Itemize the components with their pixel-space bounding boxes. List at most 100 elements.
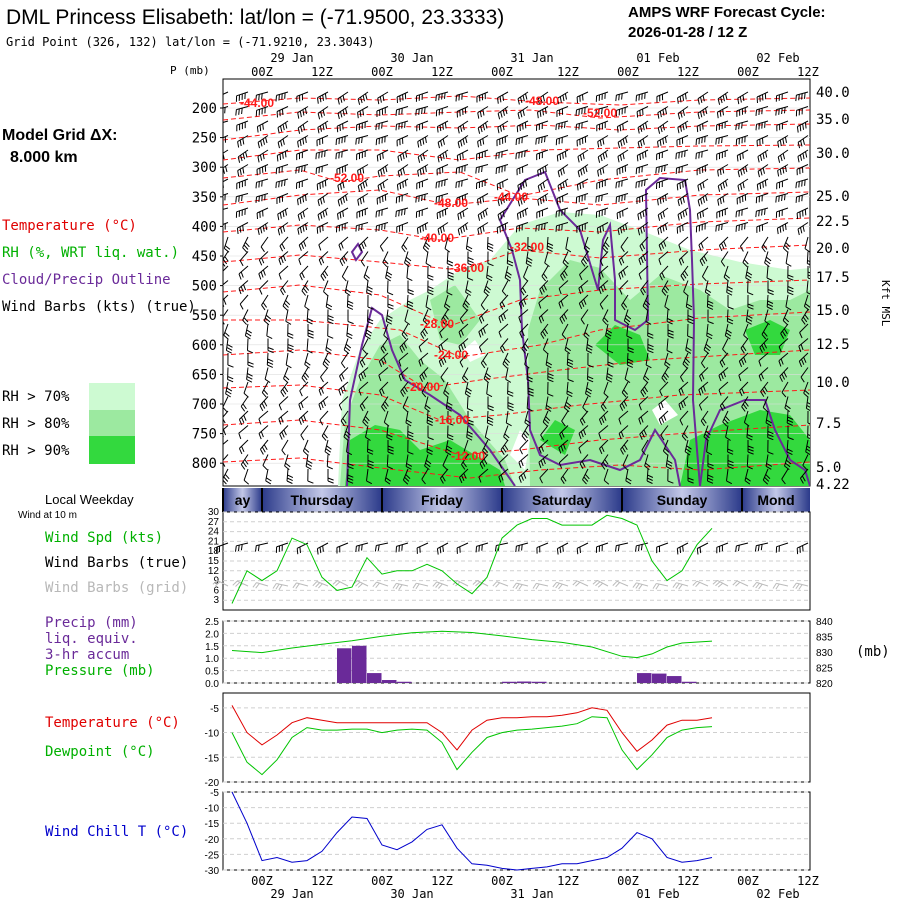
- wind-barb: [426, 410, 434, 426]
- wind-barb: [387, 440, 394, 455]
- wind-barb: [767, 425, 774, 441]
- wind-barb: [607, 352, 614, 368]
- wind-barb: [596, 222, 609, 235]
- weekday-name: Thursday: [290, 492, 353, 508]
- wind-barb: [538, 294, 549, 309]
- wind-barb-true: [716, 542, 729, 554]
- wind-barb: [320, 367, 329, 383]
- wind-barb: [806, 280, 810, 295]
- wind-barb-grid: [492, 581, 509, 588]
- precip-tick-label: 0.0: [205, 679, 219, 690]
- wind-barb: [256, 207, 269, 220]
- wind-barb-true: [275, 542, 289, 553]
- temperature-contour-label: -48.00: [525, 94, 559, 108]
- wind-barb: [264, 367, 271, 384]
- wind-barb: [620, 236, 629, 253]
- wind-barb: [297, 135, 309, 148]
- wind-barb: [296, 149, 309, 161]
- wind-barb: [542, 338, 549, 355]
- wind-barb: [237, 164, 249, 177]
- wind-barb: [337, 91, 349, 105]
- precip-bar: [397, 681, 412, 683]
- pressure-line: [231, 630, 713, 659]
- wind-barb: [707, 454, 714, 470]
- wind-barb: [416, 120, 429, 132]
- wind-barb: [223, 164, 229, 174]
- wind-barb: [516, 222, 529, 233]
- wind-barb: [578, 439, 589, 454]
- wind-barb: [765, 454, 773, 470]
- wind-barb: [236, 120, 249, 132]
- wind-barb: [546, 236, 554, 252]
- weekday-name: Friday: [421, 492, 463, 508]
- wind-barb: [357, 106, 369, 119]
- wind-barb: [535, 135, 549, 145]
- wind-barb: [517, 193, 529, 207]
- wind-barb: [737, 91, 749, 105]
- wind-barb: [496, 222, 509, 234]
- rh90-region: [345, 320, 810, 486]
- wind-barb: [500, 439, 509, 455]
- wind-barb: [676, 178, 689, 191]
- wind-barb: [722, 410, 730, 427]
- wind-barb: [395, 120, 409, 131]
- wind-barb: [605, 323, 613, 340]
- wind-barb: [801, 309, 809, 325]
- wind-barb: [418, 352, 429, 367]
- wind-barb: [365, 425, 371, 441]
- wind-barb: [638, 251, 649, 266]
- wind-barb: [415, 91, 429, 102]
- wind-barb: [735, 207, 749, 218]
- wind-barb: [296, 178, 309, 189]
- wind-barb: [302, 439, 310, 456]
- wind-barb: [698, 381, 709, 396]
- temperature-tick-label: -5: [210, 704, 219, 715]
- wind-barb: [480, 352, 489, 369]
- bottom-tick-label: 00Z: [617, 874, 639, 888]
- wind-barb: [717, 164, 729, 177]
- wind-barb: [677, 193, 689, 207]
- temperature-contour: [223, 95, 810, 106]
- wind-barb: [477, 120, 489, 134]
- wind-barb: [443, 294, 451, 311]
- wind-barb: [266, 352, 274, 368]
- wind-barb: [746, 454, 753, 470]
- wind-barb: [378, 352, 389, 367]
- wind-barb: [506, 251, 514, 267]
- wind-barb: [347, 468, 354, 484]
- wind-barb: [497, 193, 509, 207]
- wind-barb: [762, 396, 769, 413]
- wind-barb: [719, 352, 729, 368]
- temperature-label: Temperature (°C): [45, 715, 180, 731]
- height-tick-label: 30.0: [816, 146, 850, 162]
- wind-barb: [306, 309, 314, 325]
- wind-barb: [576, 178, 589, 191]
- wind-barb: [418, 338, 429, 353]
- wind-barb: [586, 338, 593, 354]
- wind-barb-grid: [272, 583, 289, 591]
- precip-bar: [382, 680, 397, 683]
- pressure-tick-label: 830: [816, 648, 833, 659]
- rh90-label: RH > 90%: [2, 443, 70, 459]
- wind-barb: [606, 367, 613, 383]
- wind-barb: [579, 265, 589, 281]
- wind-barb: [395, 207, 409, 218]
- wind-barb: [239, 294, 249, 310]
- legend-wind-barbs: Wind Barbs (kts) (true): [2, 299, 196, 315]
- temperature-contour-label: -20.00: [406, 380, 440, 394]
- wind-barb: [687, 309, 694, 325]
- wind-barb: [307, 324, 314, 339]
- wind-barb: [775, 91, 789, 102]
- wind-barb: [417, 149, 429, 163]
- wind-barb: [380, 338, 389, 354]
- wind-barb: [339, 251, 349, 267]
- wind-barb: [616, 120, 629, 133]
- wind-barb: [382, 251, 389, 268]
- wind-barb: [798, 338, 809, 353]
- wind-barb: [223, 468, 230, 485]
- wind-barb: [559, 425, 569, 440]
- wind-barb: [697, 193, 709, 207]
- wind-barb: [381, 396, 389, 412]
